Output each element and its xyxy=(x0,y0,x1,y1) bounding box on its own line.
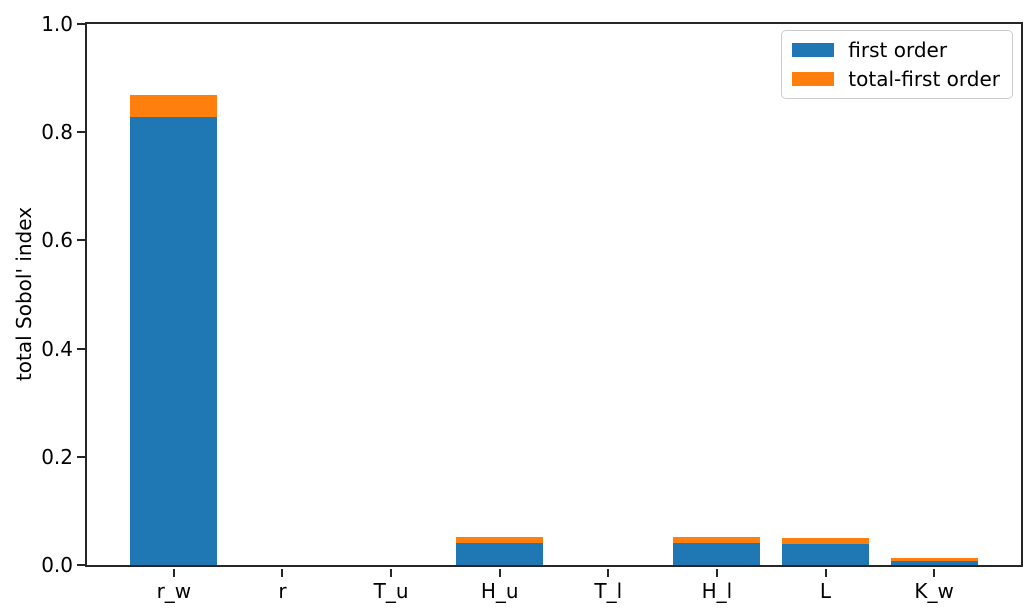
bar-segment-H_l xyxy=(673,542,761,565)
x-tick-mark xyxy=(498,569,501,577)
bar-segment-L xyxy=(782,537,869,545)
bar-segment-r_w xyxy=(130,95,218,117)
legend-swatch-icon xyxy=(792,72,835,86)
x-tick-mark xyxy=(715,569,718,577)
bar-segment-H_l xyxy=(673,536,761,543)
plot-area: 0.0 0.2 0.4 0.6 0.8 1.0 r_w r T_u H_u T_l H_l L K_w f… xyxy=(41,14,1023,602)
x-tick-mark xyxy=(824,569,827,577)
x-tick-label: K_w xyxy=(914,579,954,603)
y-tick-label: 0.4 xyxy=(41,336,73,361)
bar-segment-K_w xyxy=(890,557,978,561)
x-tick-mark xyxy=(607,569,610,577)
bars-layer xyxy=(87,24,1021,565)
x-tick-mark xyxy=(390,569,393,577)
x-tick-label: H_u xyxy=(480,579,519,603)
y-tick-mark xyxy=(77,131,85,134)
x-tick-label: T_l xyxy=(594,579,623,603)
legend: first order total-first order xyxy=(781,30,1013,99)
y-tick-mark xyxy=(77,347,85,350)
x-tick-label: r_w xyxy=(156,579,192,603)
bar-segment-K_w xyxy=(890,560,978,565)
y-tick-label: 0.8 xyxy=(41,120,73,145)
x-tick-mark xyxy=(281,569,284,577)
bar-segment-r_w xyxy=(130,116,218,565)
y-tick-mark xyxy=(77,455,85,458)
bar-segment-H_u xyxy=(456,536,544,544)
y-tick-mark xyxy=(77,239,85,242)
legend-swatch-icon xyxy=(792,43,835,57)
x-tick-mark xyxy=(172,569,175,577)
x-tick-mark xyxy=(933,569,936,577)
bar-segment-L xyxy=(782,544,869,565)
y-tick-label: 0.6 xyxy=(41,228,73,253)
x-tick-label: L xyxy=(819,579,832,603)
bar-segment-H_u xyxy=(456,543,544,565)
y-tick-label: 0.0 xyxy=(41,553,73,577)
y-tick-label: 0.2 xyxy=(41,444,73,469)
y-tick-mark xyxy=(77,23,85,25)
y-tick-mark xyxy=(77,564,85,566)
legend-row: first order xyxy=(792,38,1000,62)
y-tick-label: 1.0 xyxy=(41,12,73,36)
legend-row: total-first order xyxy=(792,67,1000,91)
x-tick-label: T_u xyxy=(373,579,409,603)
legend-label: first order xyxy=(848,38,948,62)
x-tick-label: H_l xyxy=(701,579,733,603)
legend-label: total-first order xyxy=(848,67,1000,91)
x-tick-label: r xyxy=(278,579,287,603)
